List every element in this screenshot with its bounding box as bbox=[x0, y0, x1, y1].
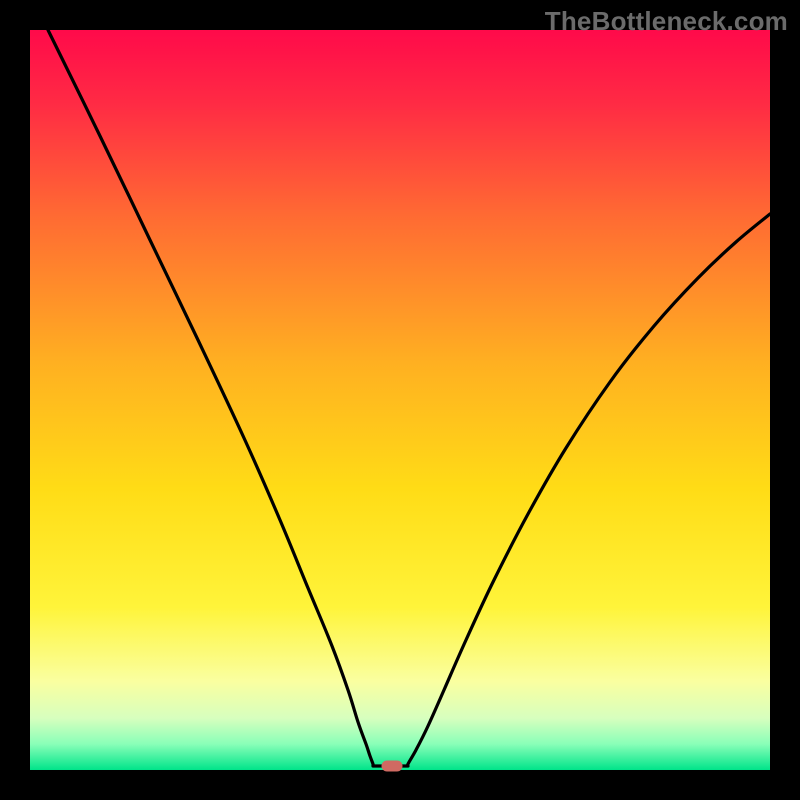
plot-frame bbox=[0, 0, 800, 800]
watermark-text: TheBottleneck.com bbox=[545, 6, 788, 37]
optimal-point-marker bbox=[382, 761, 403, 772]
stage: TheBottleneck.com bbox=[0, 0, 800, 800]
